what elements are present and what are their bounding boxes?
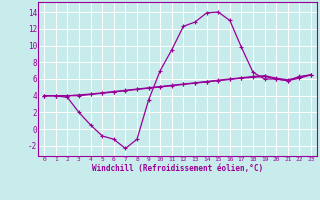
X-axis label: Windchill (Refroidissement éolien,°C): Windchill (Refroidissement éolien,°C) [92,164,263,173]
